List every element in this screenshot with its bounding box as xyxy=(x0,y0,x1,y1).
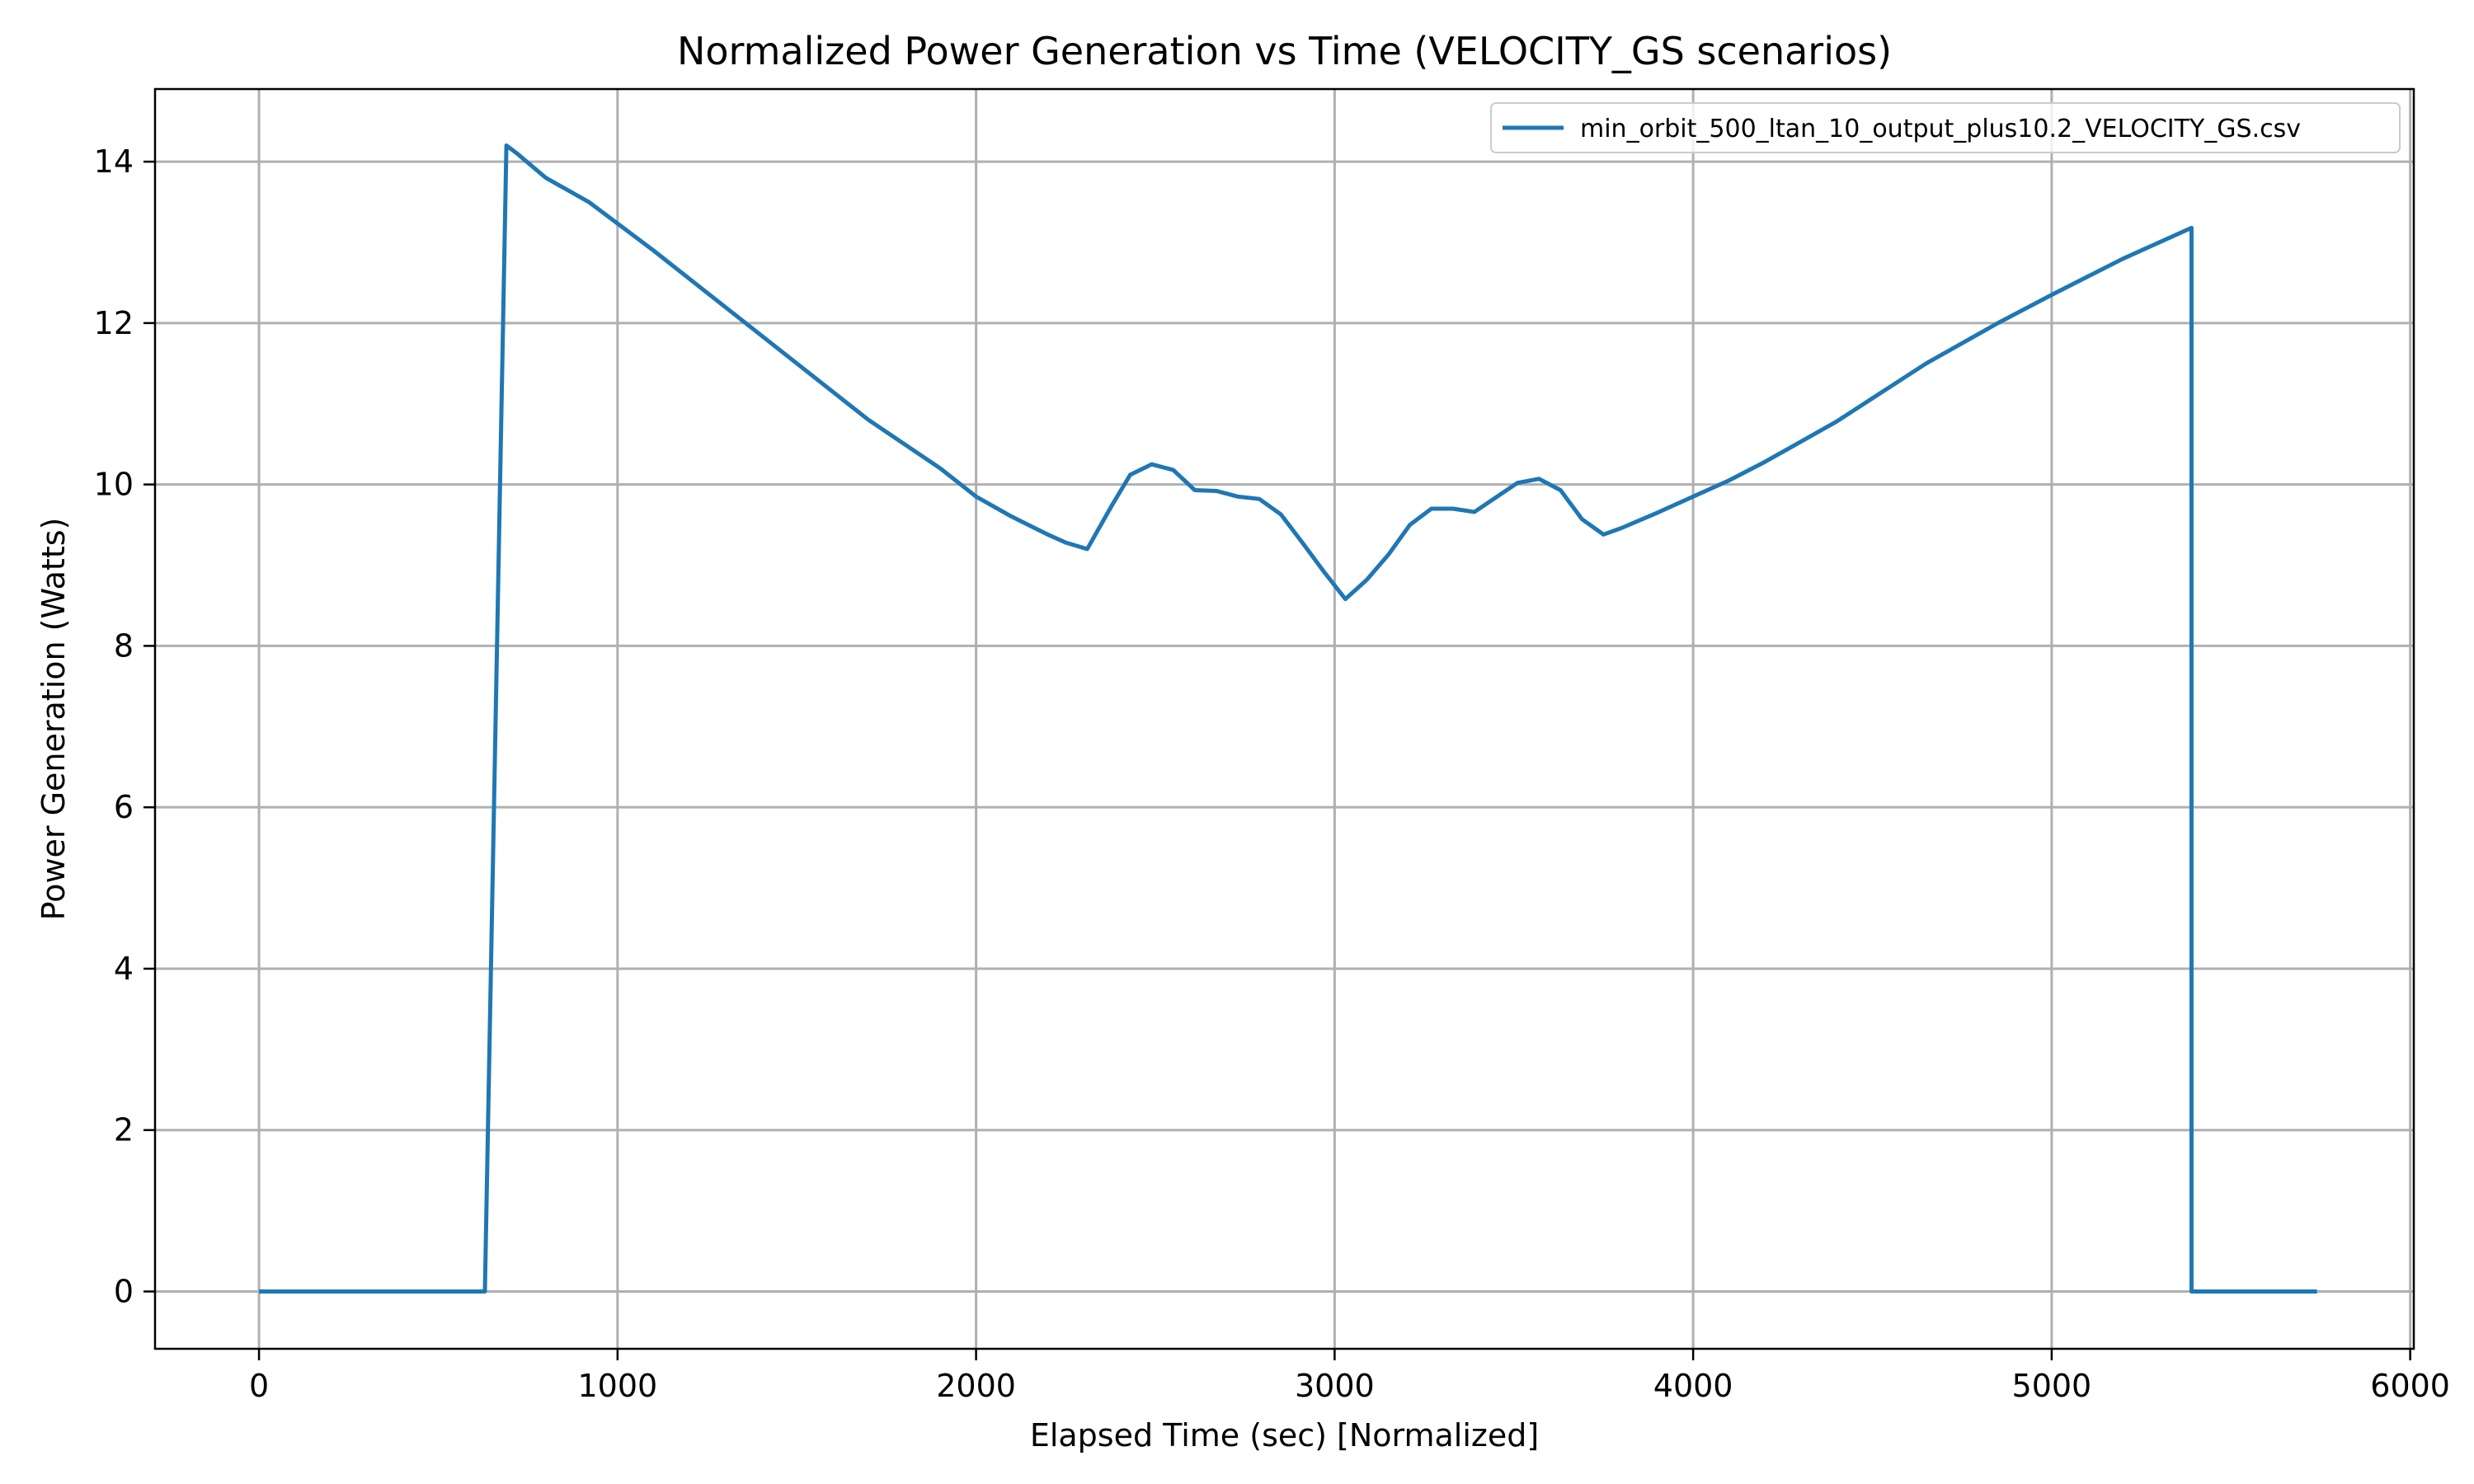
y-tick-label: 0 xyxy=(114,1274,134,1310)
x-tick-label: 1000 xyxy=(577,1368,657,1404)
y-tick-label: 14 xyxy=(94,143,134,180)
x-tick-label: 4000 xyxy=(1653,1368,1733,1404)
plot-frame xyxy=(153,87,2415,1350)
x-axis-label: Elapsed Time (sec) [Normalized] xyxy=(1030,1417,1539,1453)
x-tick-label: 3000 xyxy=(1295,1368,1375,1404)
y-tick-label: 2 xyxy=(114,1112,134,1148)
x-tick-label: 2000 xyxy=(936,1368,1016,1404)
x-tick-label: 5000 xyxy=(2012,1368,2092,1404)
y-tick-label: 8 xyxy=(114,627,134,664)
series-layer xyxy=(259,143,2317,1294)
legend-box xyxy=(1490,102,2401,153)
grid xyxy=(155,89,2414,1349)
y-tick-label: 6 xyxy=(114,789,134,825)
y-tick-label: 4 xyxy=(114,951,134,987)
chart-title: Normalized Power Generation vs Time (VEL… xyxy=(677,29,1892,73)
legend-label: min_orbit_500_ltan_10_output_plus10.2_VE… xyxy=(1580,115,2301,143)
x-tick-label: 0 xyxy=(249,1368,269,1404)
ticks: 0 1000 2000 3000 4000 5000 6000 0 2 4 6 8 10 12 14 xyxy=(94,143,2450,1404)
x-tick-label: 6000 xyxy=(2370,1368,2450,1404)
series-line xyxy=(259,143,2317,1294)
y-tick-label: 12 xyxy=(94,305,134,341)
y-tick-label: 10 xyxy=(94,467,134,503)
y-axis-label: Power Generation (Watts) xyxy=(35,518,72,921)
legend: min_orbit_500_ltan_10_output_plus10.2_VE… xyxy=(1490,102,2401,153)
